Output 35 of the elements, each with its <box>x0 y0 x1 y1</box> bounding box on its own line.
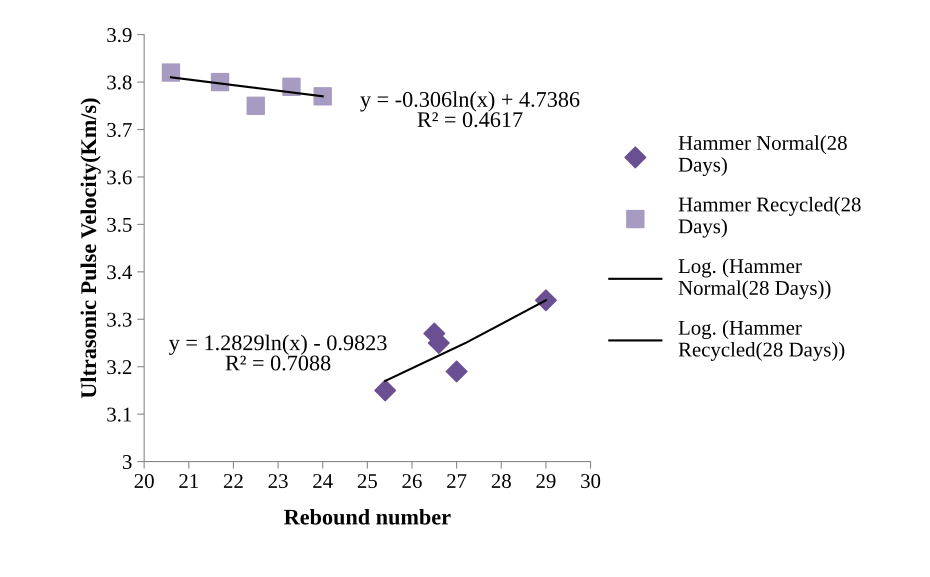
y-axis-title: Ultrasonic Pulse Velocity(Km/s) <box>80 98 101 398</box>
point <box>374 379 396 402</box>
legend-label: Hammer Recycled(28 Days) <box>678 196 861 238</box>
x-tick-label: 20 <box>134 474 154 488</box>
y-tick-label: 3.3 <box>107 312 132 327</box>
y-tick-label: 3.6 <box>107 170 132 184</box>
legend-label: Hammer Normal(28 Days) <box>678 135 847 176</box>
y-tick-label: 3.5 <box>107 218 132 232</box>
y-tick-label: 3 <box>122 455 132 470</box>
y-tick-label: 3.4 <box>107 265 132 280</box>
x-tick-label: 22 <box>224 474 243 488</box>
legend-label: Log. (Hammer Recycled(28 Days)) <box>678 320 844 361</box>
x-tick-label: 28 <box>492 474 511 488</box>
x-tick-label: 30 <box>581 474 600 488</box>
annotation: y = -0.306ln(x) + 4.7386 R² = 0.4617 <box>360 91 580 128</box>
x-tick-label: 24 <box>313 474 333 488</box>
y-tick-label: 3.8 <box>107 75 132 90</box>
x-tick-label: 23 <box>268 474 288 488</box>
x-tick-label: 29 <box>536 474 556 488</box>
annotation: y = 1.2829ln(x) - 0.9823 R² = 0.7088 <box>169 334 387 371</box>
x-tick-label: 26 <box>402 474 422 488</box>
x-tick-label: 21 <box>179 474 198 488</box>
y-tick-label: 3.2 <box>107 360 132 374</box>
point <box>534 289 557 312</box>
point <box>314 87 332 106</box>
point <box>246 96 265 115</box>
y-tick-label: 3.1 <box>107 408 132 422</box>
y-tick-label: 3.7 <box>107 122 132 138</box>
x-tick-label: 25 <box>358 474 377 488</box>
y-tick-label: 3.9 <box>107 28 132 42</box>
x-tick-label: 27 <box>447 474 466 488</box>
x-axis-title: Rebound number <box>284 508 451 525</box>
legend-label: Log. (Hammer Normal(28 Days)) <box>678 258 830 300</box>
point <box>446 360 468 382</box>
point <box>162 63 180 82</box>
